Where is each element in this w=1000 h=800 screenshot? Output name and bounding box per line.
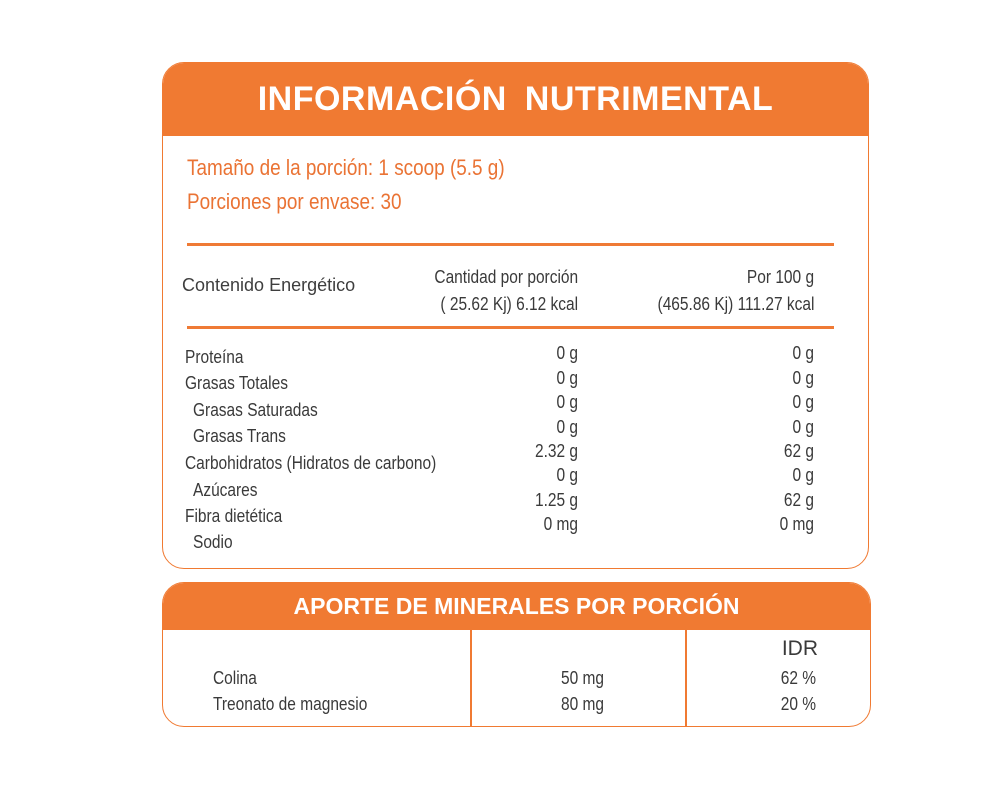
nutrient-per-100g: 62 g (783, 441, 814, 461)
mineral-label: Colina (213, 668, 257, 688)
nutrient-per-serving: 2.32 g (534, 441, 578, 461)
mineral-label: Treonato de magnesio (213, 694, 368, 714)
nutrition-info-panel: INFORMACIÓN NUTRIMENTAL Tamaño de la por… (162, 62, 869, 569)
nutrient-label: Grasas Saturadas (193, 400, 318, 420)
energy-content-label: Contenido Energético (182, 275, 356, 295)
divider-top (187, 243, 834, 246)
mineral-amount: 50 mg (560, 668, 604, 688)
nutrient-per-100g: 0 g (792, 465, 814, 485)
nutrient-per-100g: 0 mg (779, 514, 814, 534)
divider-bottom (187, 326, 834, 329)
nutrient-per-100g: 0 g (792, 392, 814, 412)
nutrient-label: Carbohidratos (Hidratos de carbono) (185, 453, 437, 473)
nutrient-label: Grasas Totales (185, 373, 288, 393)
serving-size: Tamaño de la porción: 1 scoop (5.5 g) (187, 155, 505, 180)
nutrient-per-serving: 0 g (556, 392, 578, 412)
nutrient-per-serving: 0 g (556, 417, 578, 437)
nutrient-per-100g: 62 g (783, 490, 814, 510)
mineral-idr: 20 % (780, 694, 816, 714)
nutrient-per-serving: 0 mg (543, 514, 578, 534)
nutrient-per-100g: 0 g (792, 417, 814, 437)
column-divider (470, 630, 472, 726)
per-100g-energy: (465.86 Kj) 111.27 kcal (657, 294, 814, 314)
nutrient-per-serving: 0 g (556, 465, 578, 485)
per-100g-header: Por 100 g (746, 267, 814, 287)
per-serving-header: Cantidad por porción (434, 267, 578, 287)
idr-header: IDR (781, 637, 818, 660)
nutrient-label: Azúcares (193, 480, 258, 500)
nutrient-per-serving: 0 g (556, 368, 578, 388)
column-divider (685, 630, 687, 726)
nutrient-per-serving: 0 g (556, 343, 578, 363)
nutrient-label: Fibra dietética (185, 506, 283, 526)
minerals-title: APORTE DE MINERALES POR PORCIÓN (163, 583, 870, 630)
mineral-idr: 62 % (780, 668, 816, 688)
nutrient-label: Grasas Trans (193, 426, 286, 446)
nutrient-per-100g: 0 g (792, 368, 814, 388)
nutrition-info-title: INFORMACIÓN NUTRIMENTAL (163, 63, 868, 136)
servings-per-container: Porciones por envase: 30 (187, 189, 402, 214)
nutrient-per-serving: 1.25 g (534, 490, 578, 510)
nutrient-per-100g: 0 g (792, 343, 814, 363)
nutrient-label: Sodio (193, 532, 233, 552)
nutrient-label: Proteína (185, 347, 244, 367)
minerals-panel: APORTE DE MINERALES POR PORCIÓN IDR Coli… (162, 582, 871, 727)
mineral-amount: 80 mg (560, 694, 604, 714)
per-serving-energy: ( 25.62 Kj) 6.12 kcal (440, 294, 578, 314)
